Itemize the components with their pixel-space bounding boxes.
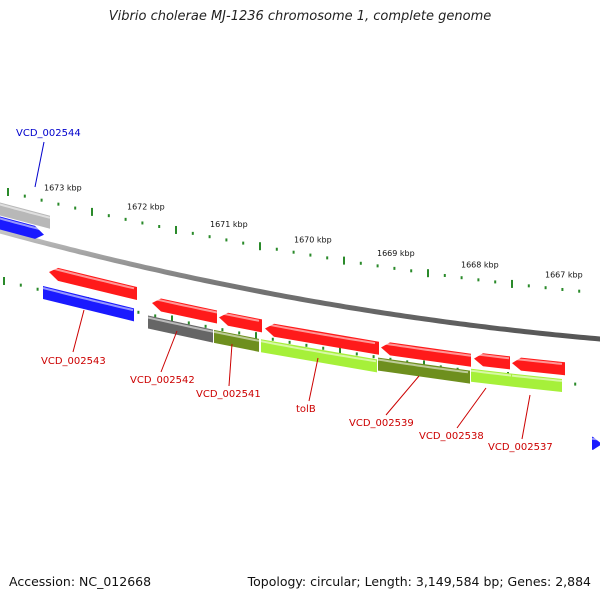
scale-tick-label: 1671 kbp <box>210 220 248 229</box>
feature-block-blue[interactable] <box>42 285 134 322</box>
feature-block-blue-highlight <box>42 287 134 312</box>
gene-feature-VCD_002542-shape[interactable] <box>152 298 217 324</box>
gene-label[interactable]: VCD_002541 <box>196 389 261 400</box>
feature-block-lime-2[interactable] <box>470 368 512 387</box>
gene-feature-VCD_002537[interactable] <box>511 357 565 376</box>
feature-block-olive-highlight <box>213 330 260 342</box>
scale-tick-label: 1673 kbp <box>44 184 82 193</box>
gene-feature-VCD_002541-shape[interactable] <box>219 312 262 333</box>
gene-label-leader <box>160 330 178 373</box>
feature-block-olive[interactable] <box>213 329 260 352</box>
gene-label-leader <box>72 309 85 353</box>
genome-backbone <box>0 228 600 342</box>
gene-label-leader <box>34 141 45 188</box>
gene-label-leader <box>308 357 319 402</box>
gene-feature-VCD_002538[interactable] <box>473 353 510 370</box>
feature-block-lime-2-highlight <box>470 369 512 377</box>
accession-text: Accession: NC_012668 <box>9 574 152 589</box>
gene-feature-segment-shape[interactable] <box>0 201 50 229</box>
gene-feature-edge[interactable] <box>591 436 600 450</box>
feature-block-lime-3-highlight <box>511 374 563 382</box>
gene-label[interactable]: tolB <box>296 404 316 415</box>
feature-block-lime-highlight <box>260 340 377 363</box>
gene-feature-VCD_002543-shape[interactable] <box>49 267 137 301</box>
gene-label[interactable]: VCD_002537 <box>488 442 553 453</box>
genome-summary-text: Topology: circular; Length: 3,149,584 bp… <box>247 574 591 589</box>
feature-block-lime-3-shape[interactable] <box>512 373 562 392</box>
gene-feature-VCD_002543[interactable] <box>48 266 137 301</box>
gene-feature-segment-highlight <box>0 203 51 219</box>
feature-block-grey-shape[interactable] <box>148 315 213 343</box>
map-title: Vibrio cholerae MJ-1236 chromosome 1, co… <box>108 9 492 24</box>
gene-label[interactable]: VCD_002539 <box>349 418 414 429</box>
gene-feature-VCD_002541[interactable] <box>218 311 262 333</box>
gene-feature-VCD_002537-highlight <box>511 357 563 365</box>
gene-label-leader <box>385 375 420 416</box>
feature-block-grey-highlight <box>147 316 214 333</box>
gene-feature-VCD_002538-highlight <box>473 353 510 360</box>
gene-label[interactable]: VCD_002544 <box>16 128 81 139</box>
gene-feature-VCD_002539-highlight <box>380 342 472 357</box>
gene-feature-VCD_002542-highlight <box>151 297 218 314</box>
gene-feature-VCD_002544[interactable] <box>0 215 44 239</box>
gene-feature-edge-highlight <box>591 437 600 441</box>
scale-tick-label: 1669 kbp <box>377 249 415 258</box>
gene-label-leader <box>456 387 487 429</box>
feature-block-olive-2-highlight <box>377 358 469 374</box>
feature-block-lime[interactable] <box>260 339 377 373</box>
gene-label[interactable]: VCD_002538 <box>419 431 484 442</box>
feature-block-olive-shape[interactable] <box>214 329 259 352</box>
gene-feature-VCD_002543-highlight <box>48 266 135 290</box>
gene-label-leader <box>228 343 233 387</box>
gene-label[interactable]: VCD_002542 <box>130 375 195 386</box>
feature-block-grey[interactable] <box>147 315 214 343</box>
scale-tick-label: 1668 kbp <box>461 261 499 270</box>
gene-label[interactable]: VCD_002543 <box>41 356 106 367</box>
gene-feature-tolB-highlight <box>264 323 376 345</box>
scale-tick-label: 1672 kbp <box>127 203 165 212</box>
gene-feature-VCD_002541-highlight <box>218 311 260 322</box>
gene-feature-VCD_002542[interactable] <box>151 297 218 324</box>
feature-block-lime-2-shape[interactable] <box>471 368 512 387</box>
gene-feature-VCD_002539[interactable] <box>380 342 472 367</box>
gene-feature-VCD_002539-shape[interactable] <box>381 342 471 367</box>
gene-label-leader <box>521 394 531 440</box>
gene-feature-VCD_002544-highlight <box>0 217 41 231</box>
gene-feature-edge-shape[interactable] <box>592 436 600 450</box>
scale-tick-label: 1667 kbp <box>545 271 583 280</box>
feature-block-lime-3[interactable] <box>511 373 563 392</box>
gene-feature-tolB-shape[interactable] <box>265 323 379 355</box>
feature-block-olive-2[interactable] <box>377 357 470 384</box>
gene-feature-tolB[interactable] <box>264 323 379 355</box>
scale-tick-label: 1670 kbp <box>294 235 332 244</box>
gene-feature-segment[interactable] <box>0 201 51 229</box>
